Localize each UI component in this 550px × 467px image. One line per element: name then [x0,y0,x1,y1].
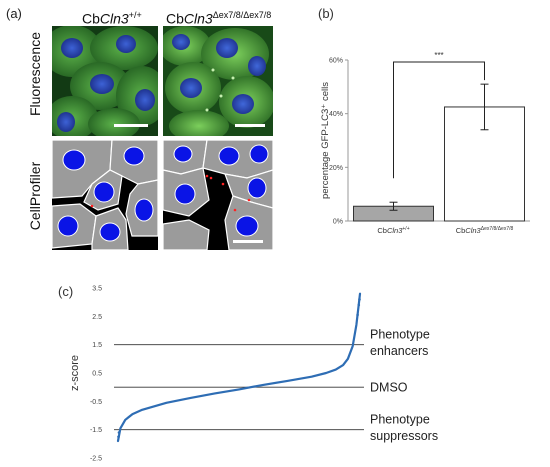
category-label: CbCln3Δex7/8/Δex7/8 [456,226,514,235]
fluorescence-image-wildtype [52,26,158,136]
reference-label: suppressors [370,429,438,443]
y-tick-label: -2.5 [90,456,102,463]
cellprofiler-image-mutant [163,140,273,250]
reference-label: Phenotype [370,413,430,427]
row-title-cellprofiler: CellProfiler [27,161,43,231]
data-point [358,298,361,301]
col-title-wildtype: CbCln3+/+ [82,10,142,27]
y-tick-label: -0.5 [90,399,102,406]
y-tick-label: 0% [333,219,343,226]
row-title-fluorescence: Fluorescence [27,31,43,117]
reference-label: enhancers [370,344,428,358]
data-point [117,431,121,434]
reference-label: DMSO [370,381,408,395]
zscore-chart-c: (c) -2.5 -1.5 -0.5 0.5 1.5 2.5 3.5 z-score Pheno… [58,284,438,463]
significance-bracket [393,61,485,179]
y-tick-label: 3.5 [92,286,102,293]
bar-chart-b: (b) 0% 20% 40% 60% percentage GFP-LC3⁺ cells… [318,6,530,235]
y-tick-label: 40% [329,111,343,118]
cellprofiler-image-wildtype [52,140,158,250]
reference-label: Phenotype [370,328,430,342]
panel-c-label: (c) [58,284,73,299]
y-tick-label: 20% [329,165,343,172]
zscore-curve [116,292,362,443]
significance-label: *** [434,51,443,60]
y-axis-title: percentage GFP-LC3⁺ cells [320,82,331,199]
y-tick-label: -1.5 [90,427,102,434]
y-tick-label: 1.5 [92,342,102,349]
panel-a-label: (a) [6,6,22,21]
y-axis-title: z-score [69,355,81,391]
y-tick-label: 2.5 [92,314,102,321]
y-tick-label: 0.5 [92,371,102,378]
category-label: CbCln3+/+ [377,226,409,235]
y-tick-label: 60% [329,58,343,65]
data-point [117,435,120,439]
panel-b-label: (b) [318,6,334,21]
zscore-plot: -2.5 -1.5 -0.5 0.5 1.5 2.5 3.5 z-score Phenotype… [69,286,438,463]
data-point [357,303,361,307]
fluorescence-image-mutant [163,26,273,136]
bar-chart-plot: 0% 20% 40% 60% percentage GFP-LC3⁺ cells CbCl… [320,51,530,235]
data-point [356,313,359,317]
col-title-mutant: CbCln3Δex7/8/Δex7/8 [166,10,272,27]
